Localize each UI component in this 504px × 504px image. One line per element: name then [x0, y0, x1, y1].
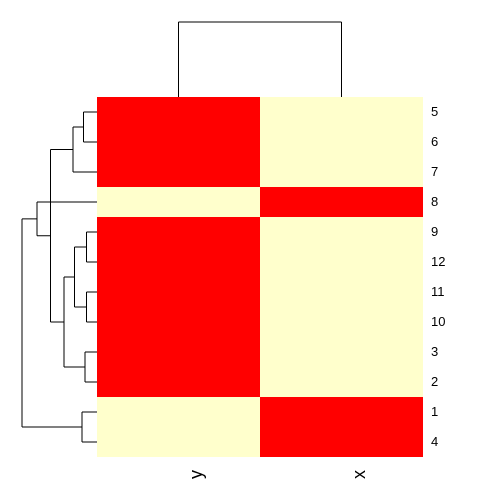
row-label: 7: [431, 164, 438, 179]
heatmap-cell: [260, 427, 423, 457]
heatmap-cell: [260, 157, 423, 187]
row-label: 5: [431, 104, 438, 119]
heatmap-cell: [260, 247, 423, 277]
heatmap-cell: [97, 247, 260, 277]
col-label: x: [349, 470, 370, 479]
heatmap-cell: [97, 397, 260, 427]
heatmap-cell: [260, 217, 423, 247]
row-label: 8: [431, 194, 438, 209]
col-label: y: [186, 470, 207, 479]
heatmap-cell: [260, 187, 423, 217]
row-label: 12: [431, 254, 445, 269]
row-label: 9: [431, 224, 438, 239]
heatmap-cell: [260, 277, 423, 307]
heatmap-cell: [260, 367, 423, 397]
heatmap-cell: [97, 217, 260, 247]
heatmap-cell: [260, 97, 423, 127]
heatmap-cell: [260, 337, 423, 367]
heatmap-cell: [97, 97, 260, 127]
heatmap-cell: [260, 397, 423, 427]
row-label: 11: [431, 284, 445, 299]
heatmap-cell: [97, 277, 260, 307]
heatmap-cell: [97, 427, 260, 457]
heatmap-cell: [97, 307, 260, 337]
row-label: 2: [431, 374, 438, 389]
heatmap-cell: [97, 367, 260, 397]
heatmap-cell: [97, 127, 260, 157]
row-label: 1: [431, 404, 438, 419]
heatmap-cell: [97, 337, 260, 367]
heatmap-cell: [97, 187, 260, 217]
row-label: 10: [431, 314, 445, 329]
row-label: 4: [431, 434, 438, 449]
heatmap-svg: [0, 0, 504, 504]
heatmap-cell: [260, 127, 423, 157]
heatmap-cell: [260, 307, 423, 337]
heatmap-cell: [97, 157, 260, 187]
row-label: 3: [431, 344, 438, 359]
row-label: 6: [431, 134, 438, 149]
